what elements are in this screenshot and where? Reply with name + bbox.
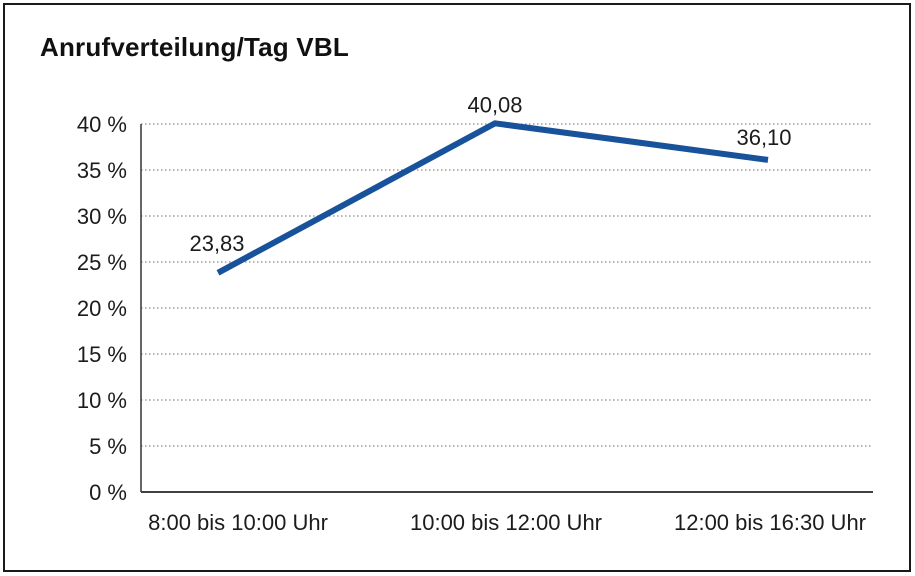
y-axis-tick-label: 15 % <box>77 342 127 367</box>
y-axis-tick-label: 20 % <box>77 296 127 321</box>
y-axis-tick-label: 0 % <box>89 480 127 505</box>
data-point-label: 40,08 <box>467 92 522 117</box>
y-axis-tick-label: 30 % <box>77 204 127 229</box>
y-axis-tick-label: 10 % <box>77 388 127 413</box>
y-axis-tick-label: 40 % <box>77 112 127 137</box>
y-axis-tick-label: 5 % <box>89 434 127 459</box>
data-series-line <box>216 120 769 276</box>
y-axis-tick-label: 25 % <box>77 250 127 275</box>
chart-title: Anrufverteilung/Tag VBL <box>40 32 349 62</box>
data-point-label: 23,83 <box>189 231 244 256</box>
y-axis-tick-label: 35 % <box>77 158 127 183</box>
data-point-label: 36,10 <box>736 125 791 150</box>
chart-frame <box>3 3 911 572</box>
x-axis-category-label: 8:00 bis 10:00 Uhr <box>148 510 328 535</box>
x-axis-category-label: 12:00 bis 16:30 Uhr <box>674 510 866 535</box>
x-axis-category-label: 10:00 bis 12:00 Uhr <box>410 510 602 535</box>
